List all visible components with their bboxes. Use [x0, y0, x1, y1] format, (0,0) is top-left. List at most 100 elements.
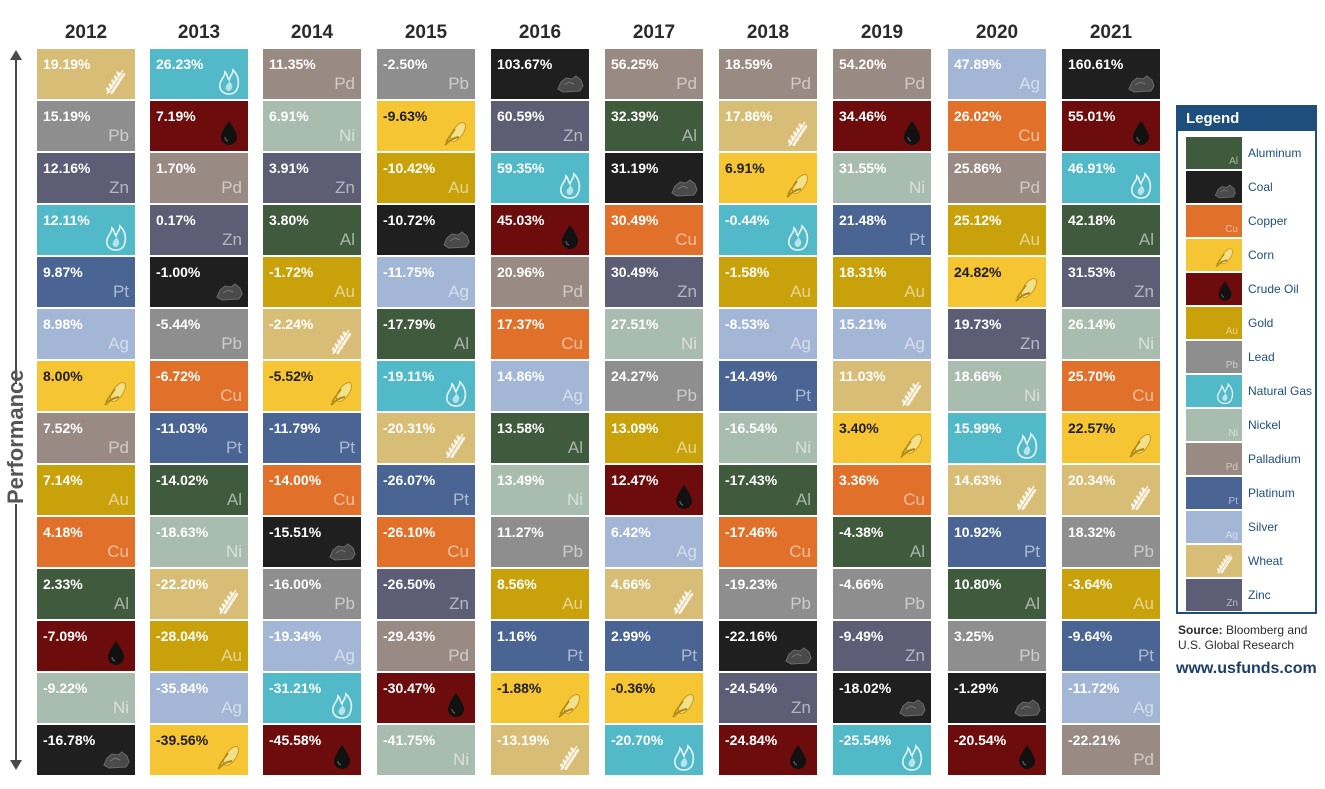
commodity-cell: 3.80% Al	[263, 205, 361, 255]
commodity-cell: 59.35%	[491, 153, 589, 203]
year-header: 2017	[632, 22, 676, 43]
wheat-icon	[902, 381, 922, 407]
arrow-up-icon	[10, 50, 22, 60]
return-value: -29.43%	[383, 628, 436, 644]
commodity-cell: 25.86% Pd	[948, 153, 1046, 203]
commodity-symbol: Zn	[1020, 334, 1040, 353]
return-value: 6.42%	[611, 524, 651, 540]
commodity-symbol: Au	[221, 646, 242, 665]
return-value: -41.75%	[383, 732, 436, 748]
legend-label: Crude Oil	[1248, 282, 1299, 296]
legend-symbol: Pt	[1228, 496, 1238, 507]
commodity-cell: 3.25% Pb	[948, 621, 1046, 671]
commodity-cell: -35.84% Ag	[150, 673, 248, 723]
commodity-cell: 12.47%	[605, 465, 703, 515]
commodity-cell: 13.49% Ni	[491, 465, 589, 515]
legend-swatch: Au	[1186, 307, 1242, 339]
flame-icon	[1131, 172, 1152, 199]
return-value: -3.64%	[1068, 576, 1113, 592]
commodity-cell: 9.87% Pt	[37, 257, 135, 307]
commodity-cell: 10.80% Al	[948, 569, 1046, 619]
return-value: -10.42%	[383, 160, 436, 176]
commodity-symbol: Pb	[334, 594, 355, 613]
commodity-cell: -22.21% Pd	[1062, 725, 1160, 775]
commodity-cell: 3.40%	[833, 413, 931, 463]
legend-swatch	[1186, 239, 1242, 271]
commodity-cell: 2.99% Pt	[605, 621, 703, 671]
return-value: -19.11%	[383, 368, 435, 384]
return-value: 1.16%	[497, 628, 537, 644]
commodity-symbol: Cu	[561, 334, 583, 353]
return-value: 13.49%	[497, 472, 545, 488]
commodity-symbol: Pt	[566, 646, 583, 665]
return-value: 30.49%	[611, 264, 659, 280]
commodity-symbol: Ag	[108, 334, 129, 353]
commodity-symbol: Pd	[790, 74, 811, 93]
return-value: 26.02%	[954, 108, 1002, 124]
wheat-icon	[788, 121, 808, 147]
commodity-symbol: Pd	[221, 178, 242, 197]
return-value: 3.40%	[839, 420, 879, 436]
commodity-symbol: Pb	[1019, 646, 1040, 665]
return-value: -19.23%	[725, 576, 778, 592]
corn-icon	[1215, 248, 1234, 268]
legend-item: Pt Platinum	[1184, 477, 1312, 509]
commodity-cell: 17.86%	[719, 101, 817, 151]
commodity-cell: 25.12% Au	[948, 205, 1046, 255]
website-link[interactable]: www.usfunds.com	[1176, 660, 1317, 677]
commodity-cell: 22.57%	[1062, 413, 1160, 463]
commodity-cell: -25.54%	[833, 725, 931, 775]
oil-drop-icon	[1133, 121, 1149, 145]
commodity-cell: 7.19%	[150, 101, 248, 151]
corn-icon	[672, 694, 695, 718]
commodity-cell: -16.78%	[37, 725, 135, 775]
commodity-cell: 13.09% Au	[605, 413, 703, 463]
legend-swatch	[1186, 375, 1242, 407]
commodity-symbol: Ag	[562, 386, 583, 405]
return-value: -22.21%	[1068, 732, 1121, 748]
commodity-symbol: Al	[567, 438, 583, 457]
return-value: -1.00%	[156, 264, 201, 280]
legend-swatch: Pd	[1186, 443, 1242, 475]
commodity-cell: 12.11%	[37, 205, 135, 255]
return-value: 12.11%	[43, 212, 90, 228]
return-value: 8.98%	[43, 316, 83, 332]
commodity-symbol: Ni	[225, 542, 242, 561]
return-value: 103.67%	[497, 56, 553, 72]
return-value: 45.03%	[497, 212, 545, 228]
commodity-cell: 8.00%	[37, 361, 135, 411]
commodity-symbol: Ni	[794, 438, 811, 457]
commodity-cell: -26.50% Zn	[377, 569, 475, 619]
commodity-cell: 15.19% Pb	[37, 101, 135, 151]
return-value: 55.01%	[1068, 108, 1116, 124]
year-header: 2019	[860, 22, 904, 43]
legend-label: Palladium	[1248, 452, 1301, 466]
year-header: 2018	[746, 22, 790, 43]
flame-icon	[560, 172, 581, 199]
commodity-symbol: Cu	[447, 542, 469, 561]
legend-swatch: Ni	[1186, 409, 1242, 441]
return-value: 14.86%	[497, 368, 545, 384]
oil-drop-icon	[221, 121, 237, 145]
arrow-down-icon	[10, 760, 22, 770]
oil-drop-icon	[676, 485, 692, 509]
return-value: -15.51%	[269, 524, 322, 540]
legend-swatch: Cu	[1186, 205, 1242, 237]
commodity-symbol: Ag	[1019, 74, 1040, 93]
return-value: -16.54%	[725, 420, 778, 436]
commodity-cell: 15.99%	[948, 413, 1046, 463]
commodity-cell: -9.63%	[377, 101, 475, 151]
return-value: 11.35%	[269, 56, 316, 72]
commodity-symbol: Cu	[333, 490, 355, 509]
commodity-symbol: Pd	[1019, 178, 1040, 197]
commodity-cell: 14.86% Ag	[491, 361, 589, 411]
commodity-cell: 26.14% Ni	[1062, 309, 1160, 359]
legend-label: Zinc	[1248, 588, 1271, 602]
coal-icon	[216, 283, 243, 301]
legend-label: Wheat	[1248, 554, 1283, 568]
wheat-icon	[674, 589, 694, 615]
commodity-symbol: Ni	[566, 490, 583, 509]
legend-symbol: Pb	[1225, 360, 1238, 371]
commodity-cell: 46.91%	[1062, 153, 1160, 203]
oil-drop-icon	[1218, 281, 1232, 301]
